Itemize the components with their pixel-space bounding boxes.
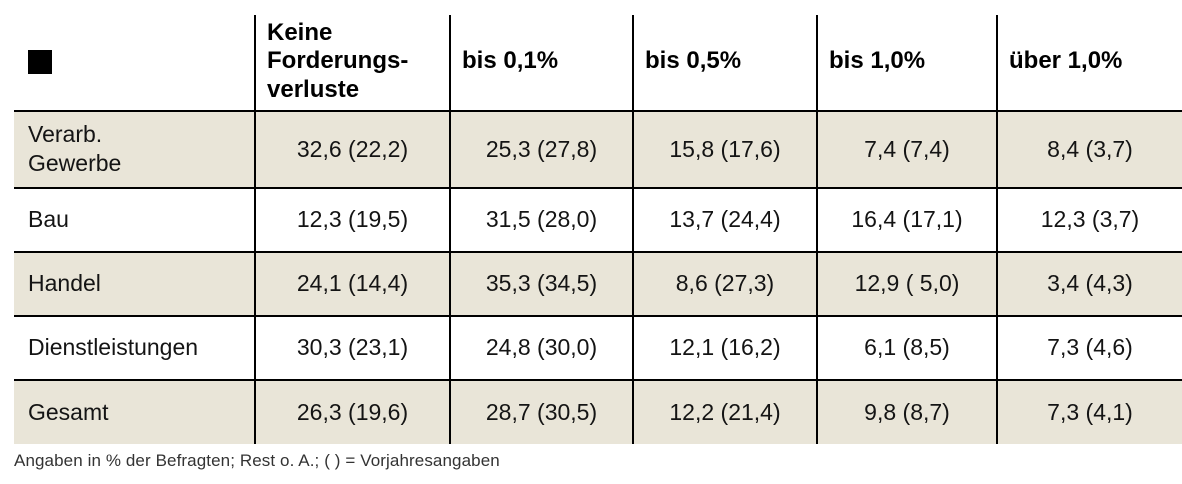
row-label: Gesamt <box>14 378 255 444</box>
value-cell: 9,8 (8,7) <box>816 378 997 444</box>
forderungsverluste-table: Keine Forderungs- verluste bis 0,1% bis 0,… <box>14 15 1182 444</box>
value-cell: 30,3 (23,1) <box>254 314 450 380</box>
value-cell: 15,8 (17,6) <box>632 110 817 188</box>
value-cell: 16,4 (17,1) <box>816 186 997 252</box>
value-cell: 12,9 ( 5,0) <box>816 250 997 316</box>
black-square-icon <box>28 49 52 74</box>
table-row: Verarb. Gewerbe 32,6 (22,2) 25,3 (27,8) 15,… <box>14 110 1182 188</box>
value-cell: 12,3 (19,5) <box>254 186 450 252</box>
column-header: bis 0,1% <box>449 15 633 112</box>
value-cell: 13,7 (24,4) <box>632 186 817 252</box>
value-cell: 32,6 (22,2) <box>254 110 450 188</box>
column-header: über 1,0% <box>996 15 1182 112</box>
table-row: Handel 24,1 (14,4) 35,3 (34,5) 8,6 (27,3) 12… <box>14 250 1182 316</box>
row-label: Bau <box>14 186 255 252</box>
value-cell: 7,4 (7,4) <box>816 110 997 188</box>
value-cell: 12,3 (3,7) <box>996 186 1182 252</box>
legend-cell <box>14 15 255 112</box>
value-cell: 8,6 (27,3) <box>632 250 817 316</box>
value-cell: 7,3 (4,6) <box>996 314 1182 380</box>
table-row: Gesamt 26,3 (19,6) 28,7 (30,5) 12,2 (21,4) 9… <box>14 378 1182 444</box>
value-cell: 12,1 (16,2) <box>632 314 817 380</box>
column-header: Keine Forderungs- verluste <box>254 15 450 112</box>
footnote: Angaben in % der Befragten; Rest o. A.; … <box>14 451 500 470</box>
row-label: Dienstleistungen <box>14 314 255 380</box>
value-cell: 28,7 (30,5) <box>449 378 633 444</box>
table-row: Dienstleistungen 30,3 (23,1) 24,8 (30,0) 12… <box>14 314 1182 380</box>
value-cell: 24,1 (14,4) <box>254 250 450 316</box>
value-cell: 31,5 (28,0) <box>449 186 633 252</box>
table-body: Verarb. Gewerbe 32,6 (22,2) 25,3 (27,8) 15,… <box>14 110 1182 444</box>
value-cell: 24,8 (30,0) <box>449 314 633 380</box>
value-cell: 12,2 (21,4) <box>632 378 817 444</box>
header-row: Keine Forderungs- verluste bis 0,1% bis 0,… <box>14 15 1182 112</box>
row-label: Verarb. Gewerbe <box>28 120 122 177</box>
table-row: Bau 12,3 (19,5) 31,5 (28,0) 13,7 (24,4) 16,4… <box>14 186 1182 252</box>
value-cell: 6,1 (8,5) <box>816 314 997 380</box>
value-cell: 35,3 (34,5) <box>449 250 633 316</box>
value-cell: 7,3 (4,1) <box>996 378 1182 444</box>
column-header: bis 1,0% <box>816 15 997 112</box>
row-label: Handel <box>14 250 255 316</box>
value-cell: 26,3 (19,6) <box>254 378 450 444</box>
value-cell: 8,4 (3,7) <box>996 110 1182 188</box>
value-cell: 25,3 (27,8) <box>449 110 633 188</box>
value-cell: 3,4 (4,3) <box>996 250 1182 316</box>
column-header: bis 0,5% <box>632 15 817 112</box>
